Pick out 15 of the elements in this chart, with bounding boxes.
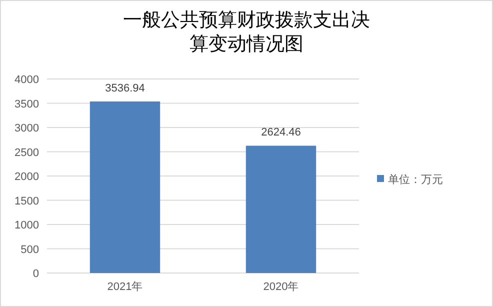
y-tick-label: 500 [20,244,39,256]
x-tick-label: 2020年 [263,281,299,293]
y-tick-label: 0 [32,268,39,280]
chart-title: 一般公共预算财政拨款支出决算变动情况图 [122,9,371,57]
legend-label: 单位：万元 [388,173,443,186]
data-label: 2624.46 [261,126,301,139]
y-tick-label: 2500 [14,146,39,159]
y-tick-label: 1000 [14,220,39,232]
x-tick-label: 2021年 [107,281,143,293]
y-tick-label: 3000 [14,122,39,134]
y-tick-label: 2000 [14,171,39,183]
y-tick-label: 1500 [14,195,39,208]
y-tick-label: 3500 [14,98,39,110]
y-tick-label: 4000 [14,74,39,86]
data-label: 3536.94 [105,82,145,94]
